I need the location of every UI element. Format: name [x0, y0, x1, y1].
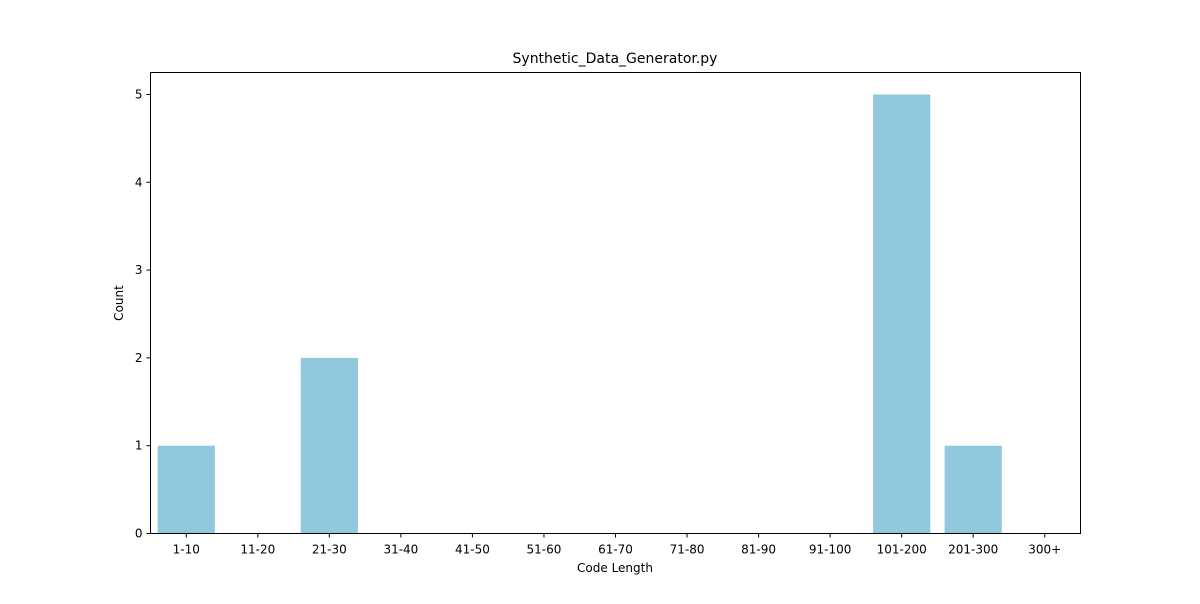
- x-tick-label: 201-300: [948, 543, 998, 557]
- x-tick-label: 300+: [1028, 543, 1061, 557]
- y-tick-label: 0: [135, 527, 143, 541]
- x-tick-label: 71-80: [670, 543, 705, 557]
- y-tick-label: 3: [135, 263, 143, 277]
- x-tick-label: 91-100: [809, 543, 852, 557]
- x-axis-label: Code Length: [577, 561, 653, 575]
- bar-101-200: [873, 94, 931, 534]
- x-tick-label: 1-10: [173, 543, 200, 557]
- y-axis-label: Count: [112, 285, 126, 321]
- y-tick-label: 1: [135, 439, 143, 453]
- chart-title: Synthetic_Data_Generator.py: [513, 51, 718, 67]
- x-tick-label: 101-200: [877, 543, 927, 557]
- x-axis-ticks: 1-10 11-20 21-30 31-40 41-50 51-60 61-70 71-80 8…: [173, 533, 1061, 557]
- y-tick-label: 2: [135, 351, 143, 365]
- x-tick-label: 11-20: [240, 543, 275, 557]
- x-tick-label: 81-90: [741, 543, 776, 557]
- x-tick-label: 21-30: [312, 543, 347, 557]
- x-tick-label: 31-40: [383, 543, 418, 557]
- x-tick-label: 41-50: [455, 543, 490, 557]
- x-tick-label: 51-60: [527, 543, 562, 557]
- bar-21-30: [300, 357, 358, 534]
- y-axis-ticks: 0 1 2 3 4 5: [135, 87, 151, 541]
- x-tick-label: 61-70: [598, 543, 633, 557]
- y-tick-label: 4: [135, 175, 143, 189]
- plot-frame: [150, 72, 1081, 534]
- bars-group: [157, 94, 1002, 534]
- y-tick-label: 5: [135, 87, 143, 101]
- bar-201-300: [944, 445, 1002, 534]
- bar-1-10: [157, 445, 215, 534]
